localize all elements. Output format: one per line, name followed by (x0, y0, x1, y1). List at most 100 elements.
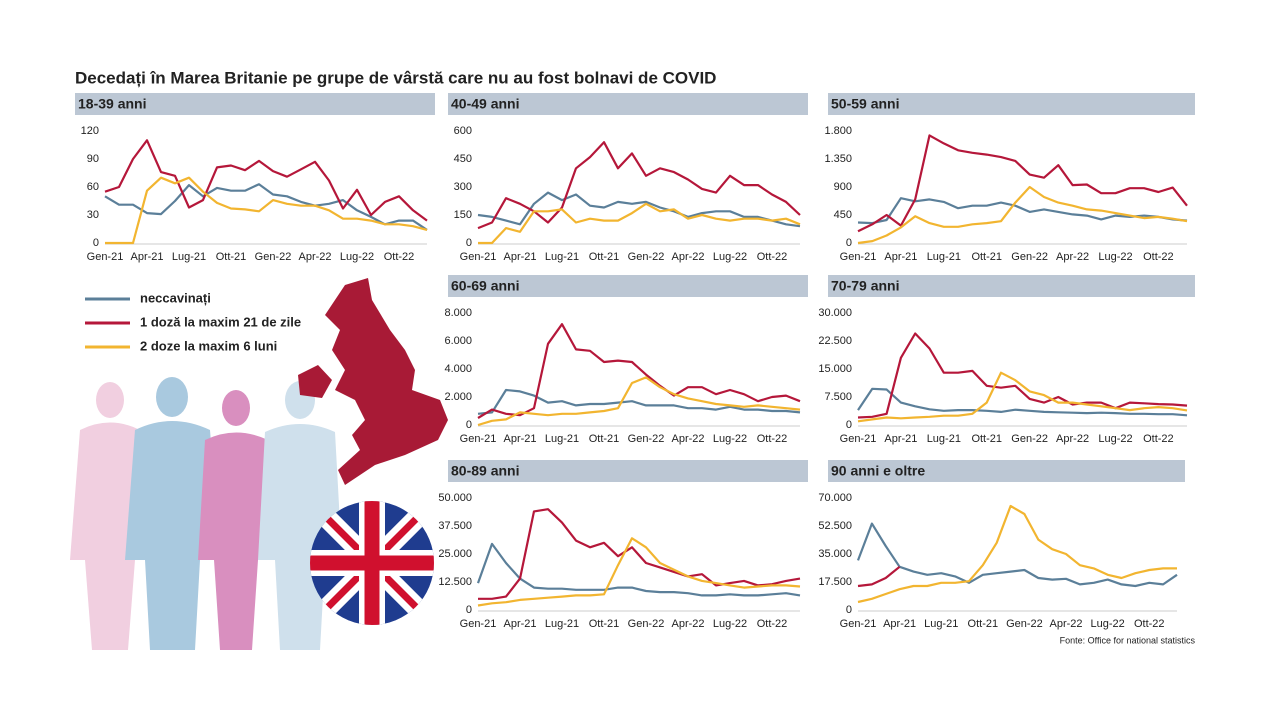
chart-header (75, 93, 435, 115)
y-tick-label: 1.800 (824, 125, 852, 137)
y-tick-label: 0 (846, 419, 852, 431)
chart-title: 80-89 anni (451, 463, 519, 479)
y-tick-label: 50.000 (438, 492, 472, 504)
x-tick-label: Ott-21 (968, 618, 999, 630)
decoration (70, 278, 448, 650)
source: Fonte: Office for national statistics (1060, 635, 1196, 645)
series-line (857, 134, 1188, 233)
y-tick-label: 25.000 (438, 548, 472, 560)
series-line (477, 191, 801, 228)
y-tick-label: 6.000 (444, 335, 472, 347)
x-tick-label: Ott-21 (971, 251, 1002, 263)
legend-label: neccavinați (140, 290, 211, 305)
y-tick-label: 0 (846, 604, 852, 616)
x-tick-label: Lug-22 (340, 251, 374, 263)
x-tick-label: Ott-21 (589, 251, 620, 263)
series-line (857, 371, 1188, 423)
series-line (857, 504, 1177, 604)
x-tick-label: Apr-22 (1056, 251, 1089, 263)
x-tick-label: Apr-22 (671, 433, 704, 445)
legend-label: 1 doză la maxim 21 de zile (140, 314, 301, 329)
y-tick-label: 120 (81, 125, 99, 137)
x-tick-label: Gen-22 (1011, 433, 1048, 445)
x-tick-label: Apr-22 (671, 618, 704, 630)
x-tick-label: Gen-21 (840, 251, 877, 263)
y-tick-label: 300 (454, 181, 472, 193)
x-tick-label: Lug-21 (927, 433, 961, 445)
x-tick-label: Apr-21 (130, 251, 163, 263)
x-tick-label: Gen-21 (460, 251, 497, 263)
y-tick-label: 30.000 (818, 307, 852, 319)
x-tick-label: Gen-22 (1006, 618, 1043, 630)
x-tick-label: Ott-21 (971, 433, 1002, 445)
x-tick-label: Ott-21 (216, 251, 247, 263)
series-line (477, 376, 801, 427)
chart-header (448, 275, 808, 297)
x-tick-label: Gen-22 (255, 251, 292, 263)
x-tick-label: Ott-22 (757, 433, 788, 445)
y-tick-label: 52.500 (818, 520, 852, 532)
series-line (857, 387, 1188, 417)
series-line (857, 197, 1188, 225)
y-tick-label: 2.000 (444, 391, 472, 403)
series-line (477, 388, 801, 415)
y-tick-label: 4.000 (444, 363, 472, 375)
chart-title: 40-49 anni (451, 96, 519, 112)
y-tick-label: 17.500 (818, 576, 852, 588)
y-tick-label: 12.500 (438, 576, 472, 588)
series-line (857, 565, 901, 588)
x-tick-label: Apr-22 (671, 251, 704, 263)
x-tick-label: Apr-21 (884, 433, 917, 445)
y-tick-label: 35.000 (818, 548, 852, 560)
page-title: Decedați în Marea Britanie pe grupe de v… (75, 68, 716, 87)
y-tick-label: 900 (834, 181, 852, 193)
chart-header (448, 460, 808, 482)
x-tick-label: Ott-21 (589, 433, 620, 445)
y-tick-label: 1.350 (824, 153, 852, 165)
x-tick-label: Apr-21 (884, 251, 917, 263)
chart-title: 90 anni e oltre (831, 463, 925, 479)
chart-header (448, 93, 808, 115)
series-line (477, 537, 801, 607)
x-tick-label: Apr-22 (1050, 618, 1083, 630)
x-tick-label: Gen-21 (840, 618, 877, 630)
y-tick-label: 0 (846, 237, 852, 249)
legend-label: 2 doze la maxim 6 luni (140, 338, 277, 353)
x-tick-label: Lug-22 (1098, 433, 1132, 445)
y-tick-label: 60 (87, 181, 99, 193)
chart-header (828, 93, 1195, 115)
x-tick-label: Apr-22 (298, 251, 331, 263)
x-tick-label: Lug-21 (924, 618, 958, 630)
y-tick-label: 90 (87, 153, 99, 165)
x-tick-label: Apr-21 (503, 618, 536, 630)
x-tick-label: Gen-21 (460, 433, 497, 445)
series-line (477, 323, 801, 419)
y-tick-label: 0 (466, 237, 472, 249)
x-tick-label: Lug-22 (713, 251, 747, 263)
x-tick-label: Gen-21 (87, 251, 124, 263)
chart-title: 70-79 anni (831, 278, 899, 294)
x-tick-label: Gen-21 (840, 433, 877, 445)
x-tick-label: Apr-21 (503, 251, 536, 263)
x-tick-label: Lug-21 (545, 618, 579, 630)
x-tick-label: Lug-22 (1098, 251, 1132, 263)
series-line (478, 202, 801, 245)
y-tick-label: 7.500 (824, 391, 852, 403)
y-tick-label: 15.000 (818, 363, 852, 375)
chart-header (828, 275, 1195, 297)
y-tick-label: 70.000 (818, 492, 852, 504)
chart-title: 18-39 anni (78, 96, 146, 112)
series-line (104, 183, 428, 231)
x-tick-label: Lug-22 (713, 618, 747, 630)
series-line (105, 176, 428, 245)
x-tick-label: Lug-22 (1091, 618, 1125, 630)
series-line (857, 185, 1188, 245)
series-line (478, 508, 801, 600)
y-tick-label: 0 (93, 237, 99, 249)
x-tick-label: Gen-22 (1011, 251, 1048, 263)
series-line (104, 139, 428, 222)
y-tick-label: 150 (454, 209, 472, 221)
y-tick-label: 600 (454, 125, 472, 137)
y-tick-label: 30 (87, 209, 99, 221)
